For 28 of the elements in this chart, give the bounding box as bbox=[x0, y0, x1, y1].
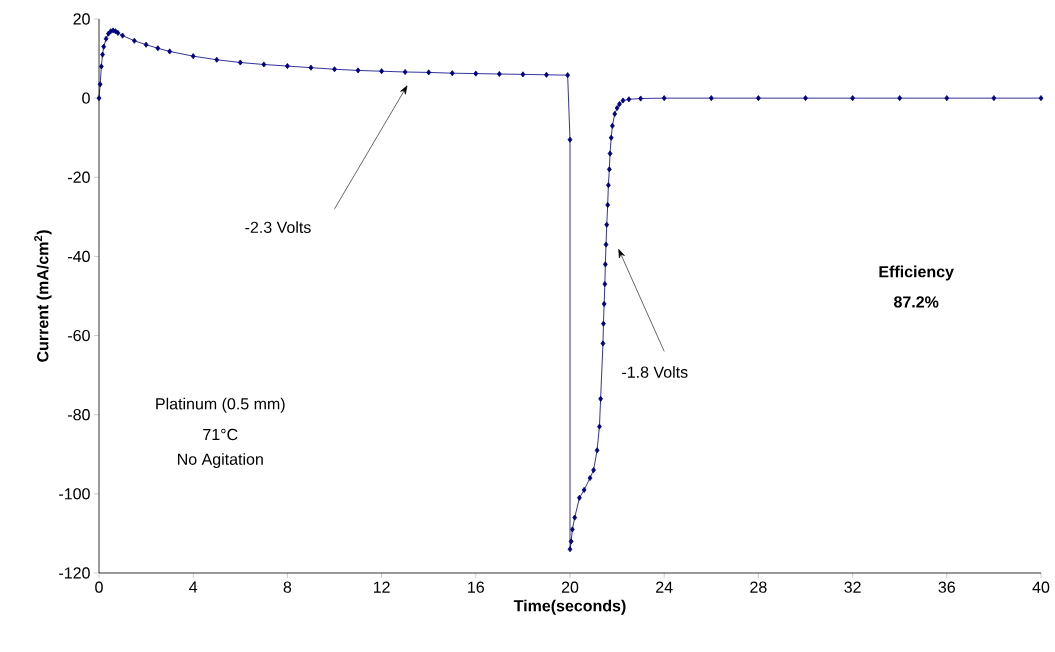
annotation: -2.3 Volts bbox=[245, 221, 311, 234]
x-tick-label: 40 bbox=[1032, 581, 1050, 593]
y-tick-label: 20 bbox=[73, 13, 90, 25]
y-tick-label: -40 bbox=[68, 250, 90, 263]
x-tick-label: 16 bbox=[468, 581, 484, 593]
annotation: 87.2% bbox=[894, 296, 939, 308]
y-tick-label: 0 bbox=[82, 92, 90, 104]
annotation: No Agitation bbox=[178, 453, 263, 469]
annotation: Platinum (0.5 mm) bbox=[156, 397, 285, 413]
y-axis-title: Current (mA/cm$^{2}$) bbox=[34, 230, 52, 362]
y-tick-label: -20 bbox=[68, 171, 90, 183]
annotation: Efficiency bbox=[879, 265, 954, 281]
x-axis-title: Time(seconds) bbox=[513, 599, 626, 615]
x-tick-label: 36 bbox=[938, 581, 955, 593]
annotation: -1.8 Volts bbox=[622, 366, 688, 378]
annotation: 71°C bbox=[203, 428, 238, 441]
x-tick-label: 8 bbox=[283, 581, 292, 593]
y-tick-label: -80 bbox=[68, 409, 90, 421]
x-tick-label: 0 bbox=[95, 581, 103, 593]
x-tick-label: 28 bbox=[750, 581, 767, 593]
y-tick-label: -60 bbox=[68, 329, 90, 342]
y-tick-label: -120 bbox=[59, 567, 90, 579]
y-tick-label: -100 bbox=[59, 488, 90, 500]
x-tick-label: 4 bbox=[189, 581, 198, 593]
x-tick-label: 24 bbox=[656, 581, 673, 593]
x-tick-label: 12 bbox=[373, 581, 390, 593]
x-tick-label: 32 bbox=[844, 581, 861, 593]
x-tick-label: 20 bbox=[561, 581, 579, 593]
